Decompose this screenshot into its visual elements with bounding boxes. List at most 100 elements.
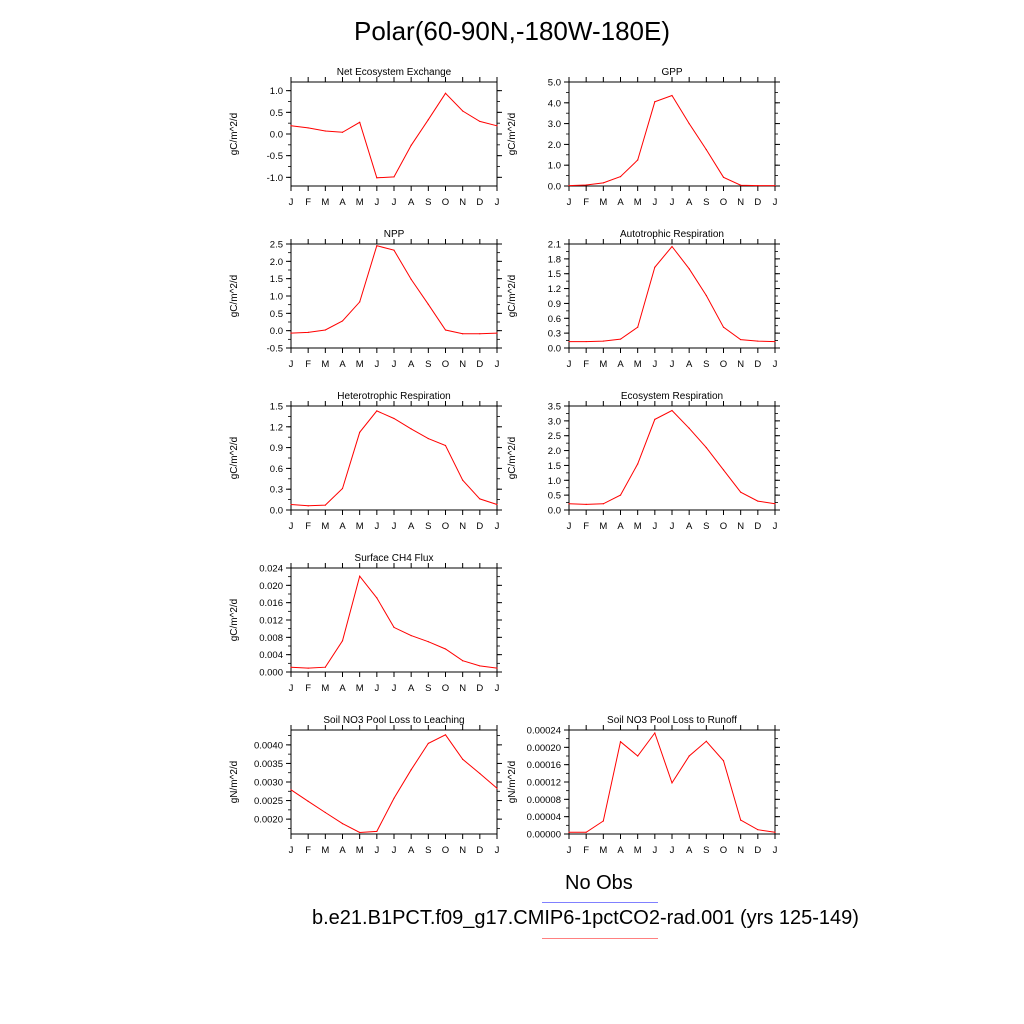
- data-point: [619, 494, 622, 496]
- data-point: [479, 120, 481, 123]
- x-tick-label: F: [583, 845, 589, 856]
- y-tick-label: 0.0: [270, 130, 283, 141]
- chart-title: Heterotrophic Respiration: [337, 391, 450, 402]
- y-tick-label: 2.0: [548, 140, 561, 151]
- x-tick-label: F: [583, 197, 589, 208]
- legend-obs-label: No Obs: [565, 872, 633, 894]
- data-point: [410, 278, 412, 280]
- x-tick-label: J: [652, 197, 657, 208]
- y-tick-label: 2.1: [548, 240, 561, 251]
- x-tick-label: F: [583, 359, 589, 370]
- data-point: [393, 797, 395, 799]
- y-tick-label: 0.00000: [527, 830, 561, 841]
- series-line-model: [568, 409, 776, 505]
- y-tick-label: 0.0: [548, 344, 561, 355]
- legend-model-label: b.e21.B1PCT.f09_g17.CMIP6-1pctCO2-rad.00…: [312, 907, 859, 929]
- data-point: [654, 418, 656, 420]
- chart-panel-1: Net Ecosystem Exchange gC/m^2/d -1.0 -0.5 0.…: [229, 67, 502, 208]
- data-point: [671, 94, 673, 97]
- data-point: [671, 245, 673, 248]
- x-tick-label: O: [442, 359, 449, 370]
- chart-title: NPP: [384, 229, 405, 240]
- x-tick-label: M: [599, 845, 607, 856]
- data-point: [427, 641, 429, 643]
- data-point: [410, 428, 412, 430]
- x-tick-label: A: [617, 521, 624, 532]
- chart-panel-4: Autotrophic Respiration gC/m^2/d 0.0 0.3 0.6…: [507, 229, 780, 370]
- x-tick-label: A: [686, 359, 693, 370]
- x-tick-label: J: [289, 683, 294, 694]
- page-title: Polar(60-90N,-180W-180E): [354, 16, 670, 46]
- x-tick-label: M: [356, 683, 364, 694]
- y-tick-label: 2.5: [270, 240, 283, 251]
- legend-obs-line: [542, 902, 658, 903]
- y-tick-label: 3.5: [548, 402, 561, 413]
- y-tick-label: 0.0: [270, 506, 283, 517]
- y-tick-label: 3.0: [548, 416, 561, 427]
- x-tick-label: D: [754, 197, 761, 208]
- x-tick-label: M: [321, 683, 329, 694]
- x-tick-label: J: [773, 197, 778, 208]
- x-tick-label: J: [773, 845, 778, 856]
- y-tick-label: 0.0: [548, 182, 561, 193]
- data-point: [359, 301, 361, 303]
- data-point: [585, 503, 587, 505]
- data-point: [410, 769, 412, 771]
- data-point: [654, 266, 656, 268]
- y-tick-label: 5.0: [548, 78, 561, 89]
- x-tick-label: J: [495, 845, 500, 856]
- x-tick-label: J: [670, 197, 675, 208]
- y-tick-label: 0.6: [270, 464, 283, 475]
- x-tick-label: J: [495, 359, 500, 370]
- data-point: [740, 491, 742, 493]
- series-line-model: [569, 245, 776, 343]
- data-point: [307, 667, 309, 669]
- data-point: [619, 176, 622, 178]
- y-tick-label: 1.5: [270, 274, 283, 285]
- y-tick-label: 0.00012: [527, 778, 561, 789]
- data-point: [290, 503, 292, 506]
- x-tick-label: O: [720, 845, 727, 856]
- x-tick-label: F: [305, 845, 311, 856]
- data-point: [290, 125, 292, 127]
- data-point: [376, 245, 378, 247]
- x-tick-label: A: [617, 359, 624, 370]
- x-tick-label: M: [634, 845, 642, 856]
- x-tick-label: O: [442, 521, 449, 532]
- x-tick-label: A: [617, 197, 624, 208]
- data-point: [757, 184, 759, 187]
- x-tick-label: M: [599, 521, 607, 532]
- data-point: [722, 176, 725, 178]
- chart-title: Net Ecosystem Exchange: [337, 67, 452, 78]
- x-tick-label: J: [670, 845, 675, 856]
- x-tick-label: S: [425, 359, 431, 370]
- data-point: [637, 463, 639, 465]
- data-point: [757, 829, 759, 831]
- data-point: [740, 338, 742, 341]
- data-point: [671, 409, 673, 412]
- y-tick-label: 0.0: [548, 506, 561, 517]
- x-tick-label: J: [773, 521, 778, 532]
- y-axis-label: gC/m^2/d: [507, 437, 518, 480]
- chart-frame: [290, 405, 498, 511]
- y-tick-label: 1.5: [548, 269, 561, 280]
- data-point: [585, 831, 587, 833]
- x-tick-label: A: [408, 845, 415, 856]
- x-tick-label: A: [686, 845, 693, 856]
- x-tick-label: S: [703, 197, 709, 208]
- data-point: [688, 268, 690, 270]
- data-point: [462, 660, 464, 662]
- data-point: [585, 340, 587, 343]
- data-point: [688, 123, 690, 125]
- x-tick-label: M: [634, 521, 642, 532]
- x-tick-label: S: [425, 197, 431, 208]
- x-tick-label: S: [425, 683, 431, 694]
- data-point: [427, 303, 429, 305]
- y-tick-label: 1.5: [548, 461, 561, 472]
- x-tick-label: J: [567, 845, 572, 856]
- y-tick-label: 0.012: [259, 616, 283, 627]
- y-tick-label: 0.9: [270, 443, 283, 454]
- chart-title: Surface CH4 Flux: [355, 553, 434, 564]
- series-line-model: [290, 410, 498, 507]
